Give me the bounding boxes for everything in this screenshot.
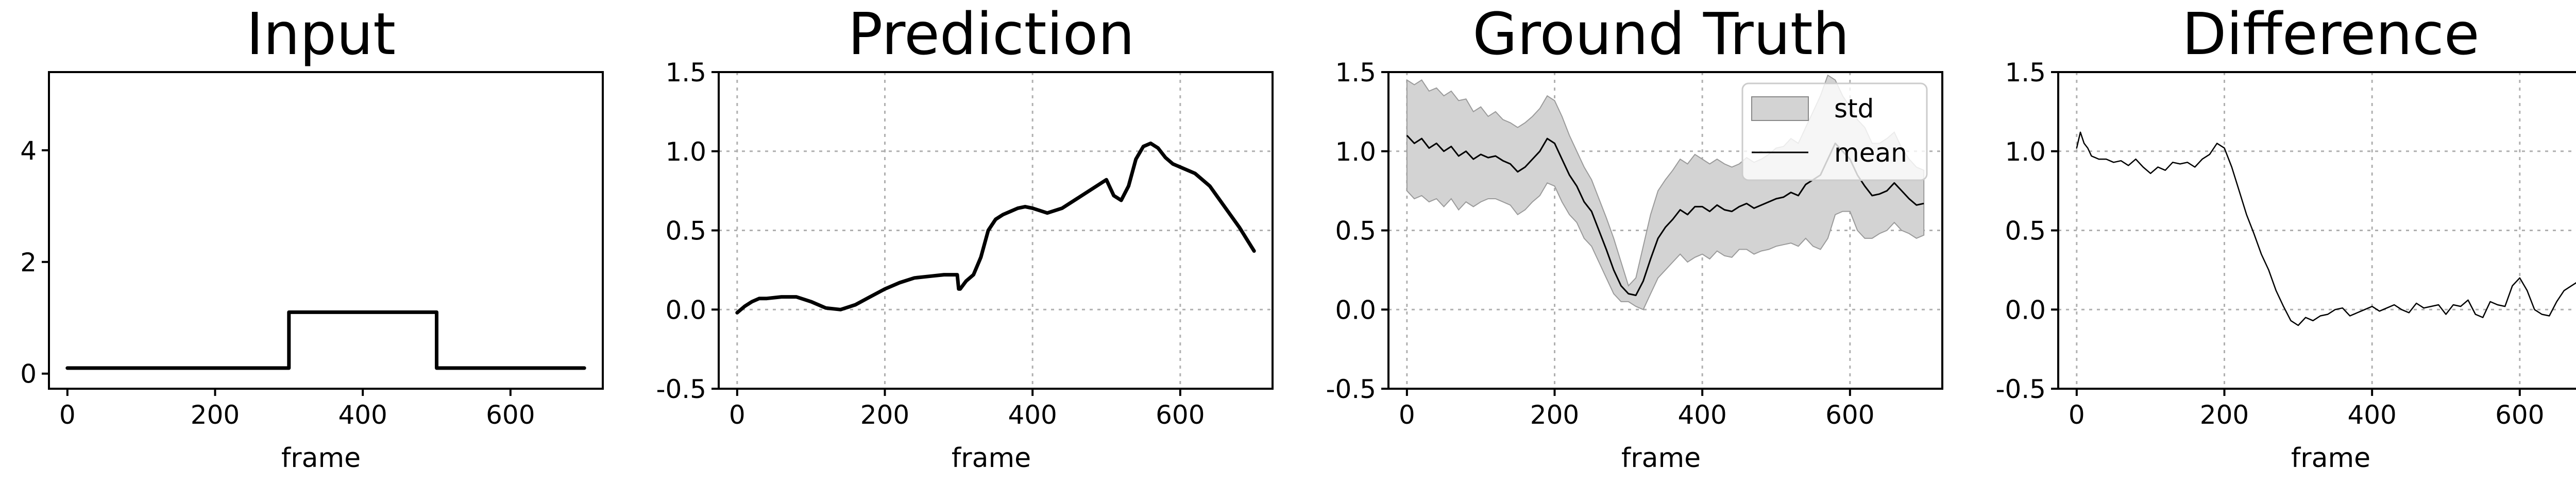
x-tick-label: 200 — [860, 400, 909, 430]
x-tick-label: 0 — [2069, 400, 2085, 430]
y-tick-label: -0.5 — [1326, 374, 1376, 404]
x-tick-label: 0 — [1399, 400, 1415, 430]
legend-mean-label: mean — [1834, 138, 1907, 168]
x-tick-label: 200 — [191, 400, 240, 430]
plot-area: 0 200 400 600 -0.5 0.0 0.5 1.0 1.5 — [656, 58, 1274, 430]
y-tick-label: 1.5 — [1335, 58, 1376, 88]
x-tick-label: 600 — [486, 400, 535, 430]
x-tick-label: 200 — [2200, 400, 2249, 430]
axes-frame — [48, 71, 604, 390]
y-tick-label: 0.5 — [1335, 216, 1376, 246]
y-tick-label: 0.0 — [2005, 295, 2046, 325]
x-tick-label: 400 — [1008, 400, 1057, 430]
x-tick-label: 0 — [729, 400, 745, 430]
series-line — [2076, 131, 2576, 326]
panel-title: Difference — [2182, 1, 2479, 68]
y-tick-label: 1.0 — [665, 137, 706, 167]
legend-std-label: std — [1834, 94, 1874, 124]
y-tick-label: 0.0 — [665, 295, 706, 325]
panel-ground-truth: 0 200 400 600-0.50.00.51.01.5 Ground Truth … — [1326, 1, 1943, 474]
panel-difference: 0 200 400 600 -0.5 0.0 0.5 1.0 1.5 Difference fr… — [1995, 1, 2576, 474]
x-tick-label: 600 — [1156, 400, 1205, 430]
panel-title: Prediction — [848, 1, 1134, 68]
std-band — [1406, 74, 1925, 310]
x-axis-label: frame — [952, 443, 1031, 474]
x-tick-label: 400 — [338, 400, 387, 430]
x-axis-label: frame — [1621, 443, 1701, 474]
legend-std-swatch — [1751, 96, 1809, 121]
y-tick-label: -0.5 — [1995, 374, 2046, 404]
plot-area: 0 200 400 600 0 2 4 — [20, 71, 604, 430]
y-tick-label: 1.5 — [2005, 58, 2046, 88]
y-tick-label: -0.5 — [656, 374, 706, 404]
y-tick-label: 0.5 — [2005, 216, 2046, 246]
series-line — [735, 141, 1256, 315]
x-tick-label: 0 — [59, 400, 76, 430]
y-tick-label: 0.5 — [665, 216, 706, 246]
legend: std mean — [1741, 82, 1928, 181]
x-tick-label: 400 — [2347, 400, 2396, 430]
y-tick-label: 4 — [20, 136, 37, 166]
x-tick-label: 600 — [1825, 400, 1874, 430]
panel-title: Input — [246, 1, 396, 68]
y-tick-label: 0 — [20, 359, 37, 389]
y-tick-label: 0.0 — [1335, 295, 1376, 325]
x-tick-label: 600 — [2495, 400, 2544, 430]
x-axis-label: frame — [281, 443, 361, 474]
panel-input: 0 200 400 600 0 2 4 Input frame — [20, 1, 604, 474]
panel-prediction: 0 200 400 600 -0.5 0.0 0.5 1.0 1.5 Prediction fr… — [656, 1, 1274, 474]
plot-area: 0 200 400 600 -0.5 0.0 0.5 1.0 1.5 — [1995, 58, 2576, 430]
x-tick-label: 400 — [1677, 400, 1726, 430]
y-tick-label: 2 — [20, 248, 37, 278]
y-tick-label: 1.5 — [665, 58, 706, 88]
x-tick-label: 200 — [1530, 400, 1579, 430]
y-tick-label: 1.0 — [1335, 137, 1376, 167]
y-tick-label: 1.0 — [2005, 137, 2046, 167]
panel-title: Ground Truth — [1472, 1, 1849, 68]
series-line — [65, 310, 586, 370]
x-axis-label: frame — [2291, 443, 2370, 474]
